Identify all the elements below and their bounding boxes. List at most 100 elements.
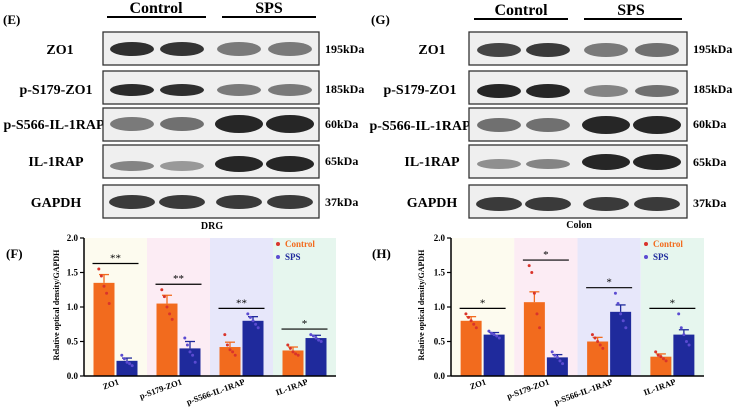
data-point — [162, 295, 166, 299]
blot-size-label: 37kDa — [325, 195, 358, 209]
blot-band — [266, 115, 314, 133]
data-point — [296, 353, 300, 357]
data-point — [125, 360, 129, 364]
y-tick-label: 1.0 — [67, 302, 79, 312]
data-point — [314, 336, 318, 340]
blot-band — [525, 197, 571, 211]
data-point — [231, 350, 235, 354]
significance-label: * — [670, 297, 676, 309]
data-point — [624, 326, 628, 330]
bar — [483, 334, 505, 376]
data-point — [532, 291, 536, 295]
data-point — [107, 302, 111, 306]
data-point — [550, 350, 554, 354]
blot-band — [109, 195, 155, 209]
data-point — [291, 350, 295, 354]
data-point — [317, 338, 321, 342]
chart-y-axis-label: Relative optical density/GAPDH — [417, 249, 426, 360]
y-tick-label: 2.0 — [434, 233, 446, 243]
data-point — [661, 357, 665, 361]
category-background — [273, 238, 336, 376]
panel-f-letter: (F) — [6, 246, 23, 261]
legend-marker — [276, 242, 280, 246]
blot-protein-label: p-S179-ZO1 — [383, 83, 456, 98]
data-point — [593, 336, 597, 340]
legend-label: Control — [653, 239, 683, 249]
data-point — [120, 353, 124, 357]
blot-size-label: 60kDa — [325, 117, 358, 131]
category-background — [147, 238, 210, 376]
bar — [219, 347, 241, 376]
legend-marker — [276, 255, 280, 259]
blot-protein-label: IL-1RAP — [404, 155, 460, 170]
data-point — [105, 291, 109, 295]
data-point — [664, 359, 668, 363]
data-point — [319, 340, 323, 343]
data-point — [256, 326, 260, 330]
data-point — [497, 336, 501, 340]
blot-band — [477, 43, 521, 57]
blot-band — [477, 118, 521, 132]
data-point — [527, 264, 531, 268]
blot-size-label: 60kDa — [693, 117, 726, 131]
blot-band — [159, 195, 205, 209]
blot-size-label: 195kDa — [325, 42, 364, 56]
legend-marker — [644, 255, 648, 259]
chart-y-axis-label: Relative optical density/GAPDH — [52, 249, 61, 360]
data-point — [495, 334, 499, 338]
panel-g-tissue-label: Colon — [566, 220, 592, 231]
blot-protein-label: IL-1RAP — [28, 155, 84, 170]
data-point — [286, 343, 290, 347]
blot-band — [110, 42, 154, 56]
data-point — [228, 348, 232, 352]
data-point — [687, 343, 691, 347]
panel-e-blot-row: IL-1RAP 65kDa — [28, 144, 358, 179]
blot-protein-label: ZO1 — [46, 43, 73, 58]
panel-h-letter: (H) — [372, 246, 391, 261]
data-point — [223, 333, 227, 337]
blot-protein-label: p-S566-IL-1RAP — [3, 118, 105, 133]
data-point — [311, 334, 315, 338]
y-tick-label: 1.5 — [434, 268, 446, 278]
panel-g-western-blot: (G) Control SPS ZO1 195kDa p-S179-ZO1 18… — [369, 2, 732, 231]
panel-e-western-blot: (E) Control SPS ZO1 195kDa p-S179-ZO1 18… — [3, 0, 364, 232]
data-point — [165, 305, 169, 309]
blot-band — [268, 42, 312, 56]
data-point — [659, 355, 663, 359]
data-point — [97, 267, 101, 271]
data-point — [679, 326, 683, 330]
y-tick-label: 0.5 — [434, 337, 446, 347]
significance-label: * — [606, 277, 612, 289]
bar — [282, 350, 304, 376]
bar — [523, 302, 545, 376]
blot-band — [267, 195, 313, 209]
blot-band — [633, 116, 681, 134]
blot-band — [160, 117, 204, 131]
data-point — [288, 346, 292, 350]
data-point — [168, 312, 172, 316]
data-point — [558, 359, 562, 363]
blot-band — [477, 84, 521, 98]
blot-size-label: 65kDa — [325, 154, 358, 168]
blot-size-label: 195kDa — [693, 42, 732, 56]
data-point — [225, 343, 229, 347]
blot-band — [110, 117, 154, 131]
blot-size-label: 185kDa — [693, 82, 732, 96]
data-point — [99, 274, 103, 278]
data-point — [248, 315, 252, 319]
blot-band — [634, 197, 680, 211]
data-point — [656, 353, 660, 357]
significance-label: ** — [110, 253, 121, 265]
data-point — [128, 362, 132, 366]
data-point — [598, 343, 602, 347]
panel-g-blot-row: p-S179-ZO1 185kDa — [383, 70, 732, 105]
data-point — [191, 353, 195, 357]
data-point — [130, 364, 134, 368]
legend-label: Control — [285, 239, 315, 249]
data-point — [601, 346, 605, 350]
data-point — [464, 312, 468, 316]
blot-band — [217, 84, 261, 96]
significance-label: * — [480, 297, 486, 309]
data-point — [122, 357, 126, 361]
